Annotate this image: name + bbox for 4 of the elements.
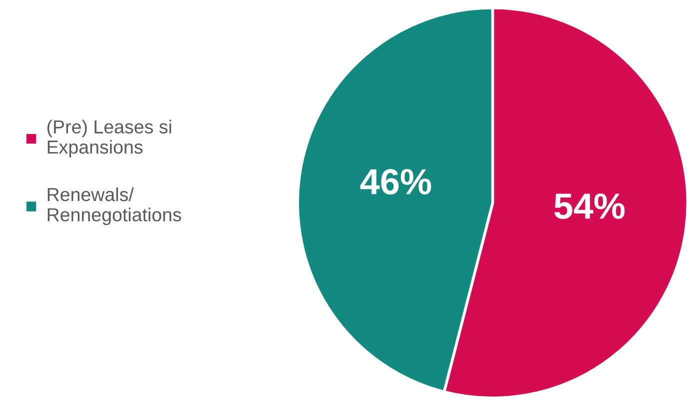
data-label: 54% <box>554 193 625 219</box>
legend-label: (Pre) Leases si Expansions <box>47 120 172 158</box>
data-label: 46% <box>360 168 432 195</box>
legend-label: Renewals/ Rennegotiations <box>48 187 182 226</box>
